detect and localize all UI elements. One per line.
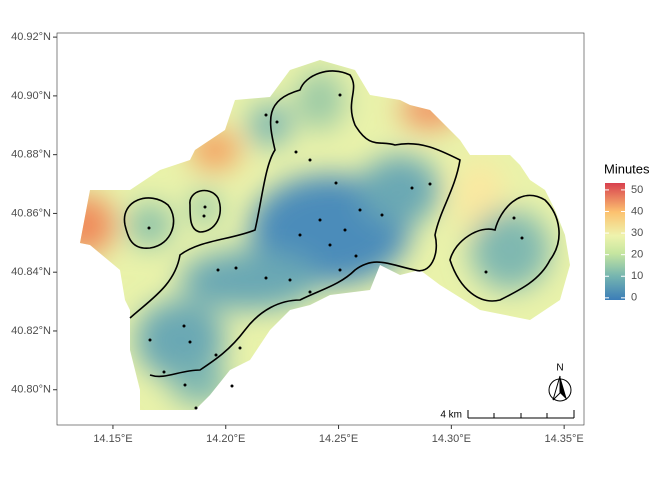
legend-tick-label: 40 xyxy=(631,205,643,217)
scale-label: 4 km xyxy=(440,410,462,421)
scale-bar xyxy=(467,410,575,419)
legend-tick-label: 10 xyxy=(631,270,643,282)
x-tick-label: 14.15°E xyxy=(93,433,132,445)
legend-tick-label: 20 xyxy=(631,249,643,261)
north-label: N xyxy=(556,363,563,374)
legend-title: Minutes xyxy=(604,161,650,176)
y-tick-label: 40.82°N xyxy=(11,325,51,337)
y-tick-label: 40.90°N xyxy=(11,90,51,102)
x-tick-label: 14.30°E xyxy=(432,433,471,445)
colorbar xyxy=(605,183,625,300)
y-tick-label: 40.92°N xyxy=(11,31,51,43)
legend-tick-label: 0 xyxy=(631,292,637,304)
y-tick-label: 40.84°N xyxy=(11,266,51,278)
x-tick-label: 14.25°E xyxy=(319,433,358,445)
legend-tick-label: 50 xyxy=(631,184,643,196)
y-tick-label: 40.80°N xyxy=(11,384,51,396)
x-tick-label: 14.20°E xyxy=(206,433,245,445)
north-arrow xyxy=(548,375,572,402)
contours xyxy=(123,70,560,378)
x-tick-label: 14.35°E xyxy=(545,433,584,445)
stations xyxy=(147,93,524,410)
y-tick-label: 40.88°N xyxy=(11,149,51,161)
y-tick-label: 40.86°N xyxy=(11,207,51,219)
legend-tick-label: 30 xyxy=(631,227,643,239)
